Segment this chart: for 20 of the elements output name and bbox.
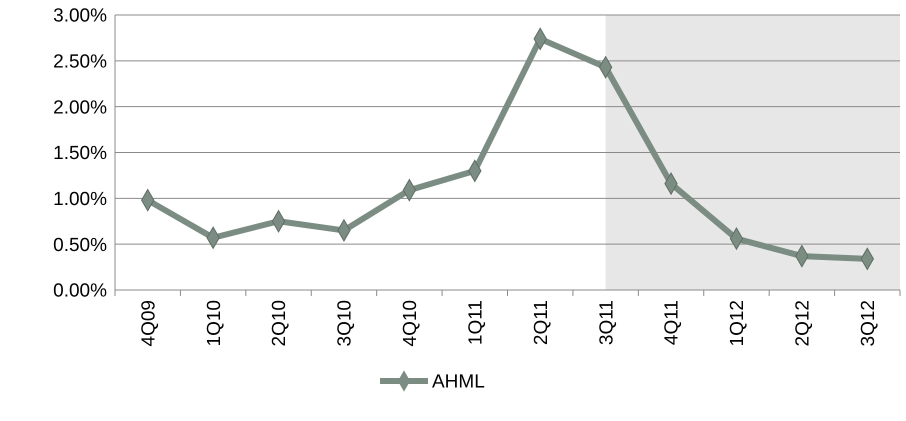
x-tick-label: 3Q10	[334, 300, 356, 346]
y-tick-label: 3.00%	[53, 6, 108, 27]
x-tick-label: 2Q12	[792, 300, 814, 346]
x-tick-label: 3Q11	[596, 300, 618, 346]
y-tick-label: 2.50%	[53, 51, 108, 72]
y-tick-label: 2.00%	[53, 97, 108, 118]
x-tick-label: 1Q12	[727, 300, 748, 346]
x-tick-label: 4Q11	[662, 300, 683, 346]
y-tick-label: 0.00%	[53, 280, 108, 302]
x-tick-label: 4Q09	[138, 300, 160, 346]
y-tick-label: 1.50%	[53, 143, 108, 164]
y-tick-label: 0.50%	[53, 234, 108, 256]
x-tick-label: 3Q12	[858, 300, 879, 346]
legend-label: AHML	[432, 372, 485, 393]
x-tick-label: 1Q10	[204, 300, 225, 346]
x-tick-label: 4Q10	[400, 300, 422, 346]
x-tick-label: 2Q11	[530, 300, 552, 346]
x-tick-label: 2Q10	[269, 300, 290, 346]
y-tick-label: 1.00%	[53, 188, 108, 210]
x-tick-label: 1Q11	[465, 300, 486, 346]
